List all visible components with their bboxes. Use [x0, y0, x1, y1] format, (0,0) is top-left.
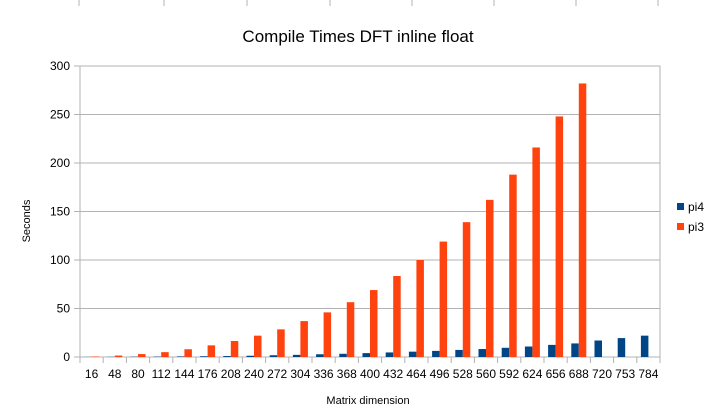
x-tick-label: 496: [430, 367, 450, 381]
bar-pi3: [324, 312, 332, 357]
bar-pi4: [571, 343, 579, 357]
y-tick-label: 150: [50, 205, 70, 219]
x-tick-label: 624: [522, 367, 542, 381]
x-tick-label: 48: [108, 367, 122, 381]
x-tick-label: 592: [499, 367, 519, 381]
bar-pi3: [138, 354, 146, 357]
legend-label-pi4: pi4: [688, 200, 704, 214]
x-tick-label: 208: [221, 367, 241, 381]
bar-pi3: [393, 276, 401, 357]
bar-pi4: [479, 349, 487, 357]
x-tick-label: 656: [546, 367, 566, 381]
bar-pi3: [254, 336, 262, 357]
y-tick-label: 200: [50, 156, 70, 170]
bar-pi4: [339, 354, 347, 357]
x-tick-label: 112: [152, 367, 171, 381]
chart-title: Compile Times DFT inline float: [242, 27, 473, 46]
legend-swatch-pi4: [677, 203, 684, 210]
bar-pi3: [579, 83, 587, 357]
x-tick-label: 753: [615, 367, 635, 381]
bar-pi3: [300, 321, 308, 357]
bar-pi4: [641, 336, 649, 357]
x-tick-label: 16: [85, 367, 99, 381]
bar-pi3: [463, 222, 471, 357]
legend-swatch-pi3: [677, 223, 684, 230]
y-tick-label: 0: [63, 350, 70, 364]
bar-pi4: [270, 355, 278, 357]
bar-pi4: [409, 352, 417, 357]
bar-pi4: [455, 350, 463, 357]
bar-pi3: [509, 175, 517, 357]
x-tick-label: 720: [592, 367, 612, 381]
x-tick-label: 528: [453, 367, 473, 381]
top-tick-marks: [79, 0, 658, 6]
x-tick-label: 240: [244, 367, 264, 381]
bar-pi4: [595, 341, 603, 357]
x-tick-label: 272: [267, 367, 287, 381]
x-tick-label: 304: [290, 367, 310, 381]
x-tick-label: 400: [360, 367, 380, 381]
x-tick-label: 336: [314, 367, 334, 381]
bar-pi3: [416, 260, 424, 357]
x-tick-label: 784: [638, 367, 658, 381]
gridlines: [74, 66, 660, 357]
x-tick-label: 176: [198, 367, 218, 381]
y-tick-label: 250: [50, 108, 70, 122]
bar-pi4: [618, 338, 626, 357]
bar-pi4: [177, 356, 185, 357]
y-axis-ticks: 0 50 100 150 200 250 300: [50, 59, 70, 364]
bar-pi3: [440, 242, 448, 357]
x-axis-label: Matrix dimension: [326, 395, 409, 407]
x-tick-label: 144: [174, 367, 194, 381]
y-tick-label: 100: [50, 253, 70, 267]
bar-pi4: [432, 351, 440, 357]
bar-pi3: [532, 147, 540, 357]
bar-pi4: [293, 355, 301, 357]
x-tick-label: 368: [337, 367, 357, 381]
bar-pi3: [486, 200, 494, 357]
legend-label-pi3: pi3: [688, 220, 704, 234]
x-tick-label: 432: [383, 367, 403, 381]
bar-pi3: [556, 116, 564, 357]
bar-pi4: [502, 348, 510, 357]
y-tick-label: 300: [50, 59, 70, 73]
bar-pi4: [386, 352, 394, 357]
x-tick-label: 80: [131, 367, 145, 381]
bar-pi4: [548, 345, 556, 357]
bar-pi3: [347, 302, 355, 357]
bar-pi4: [223, 356, 231, 357]
x-tick-label: 688: [569, 367, 589, 381]
bar-pi4: [525, 347, 533, 357]
bar-pi3: [208, 345, 216, 357]
y-axis-label: Seconds: [21, 199, 33, 242]
x-tick-label: 560: [476, 367, 496, 381]
bar-pi3: [231, 341, 239, 357]
bar-pi3: [161, 352, 169, 357]
bar-pi4: [247, 356, 255, 357]
bar-pi3: [115, 356, 123, 357]
bars: [84, 83, 648, 357]
bar-pi3: [184, 349, 192, 357]
y-tick-label: 50: [57, 302, 71, 316]
bar-pi4: [316, 354, 324, 357]
bar-pi3: [277, 329, 285, 357]
bar-pi3: [370, 290, 378, 357]
x-tick-label: 464: [406, 367, 426, 381]
bar-pi4: [363, 353, 371, 357]
bar-pi4: [200, 356, 208, 357]
